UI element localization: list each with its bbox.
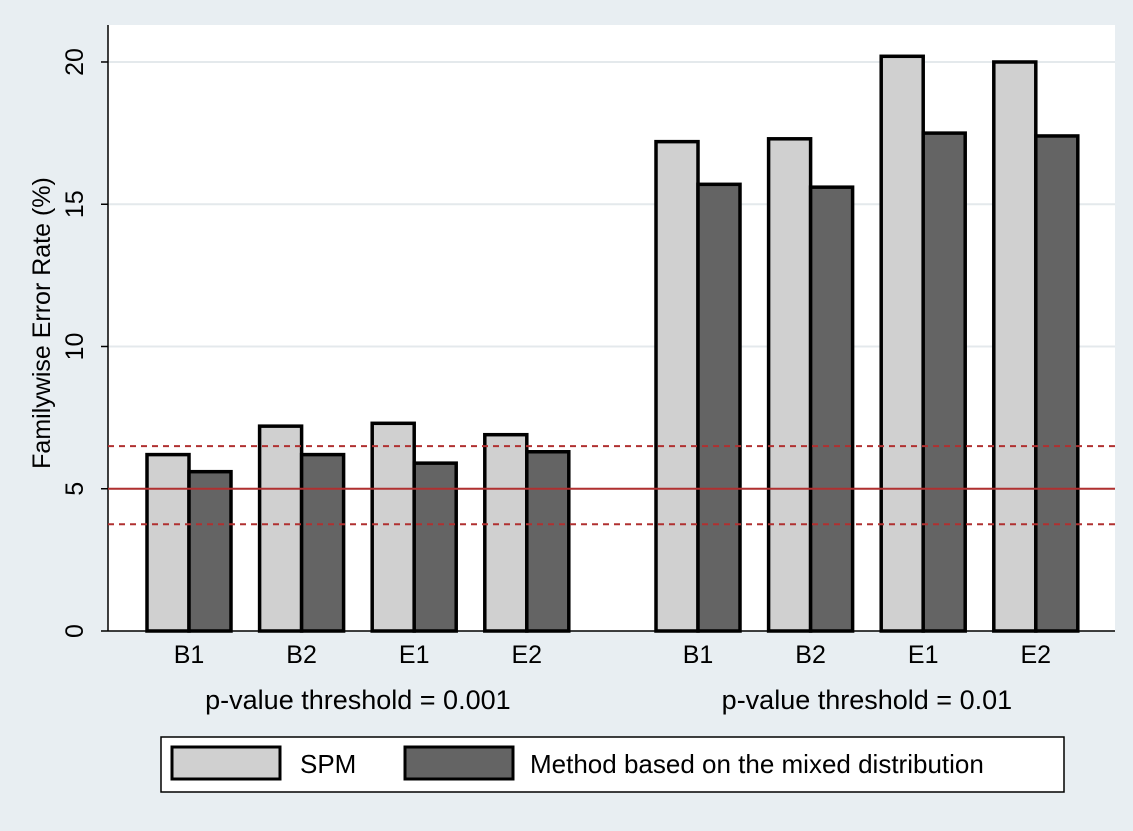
- legend-swatch-mixed: [403, 745, 515, 781]
- bar-spm: [370, 421, 416, 633]
- legend-box: [160, 736, 1065, 793]
- category-label: E1: [908, 641, 939, 669]
- category-label: B2: [286, 641, 317, 669]
- category-label: B1: [174, 641, 205, 669]
- y-tick-label: 20: [61, 48, 89, 76]
- bar-mixed: [412, 461, 458, 633]
- bar-spm: [654, 139, 700, 633]
- y-tick-label: 5: [61, 482, 89, 496]
- bar-mixed: [696, 182, 742, 633]
- legend-swatch-spm: [170, 745, 282, 781]
- bar-spm: [257, 424, 304, 633]
- bar-mixed: [921, 131, 967, 633]
- category-label: E2: [512, 641, 543, 669]
- legend-label: SPM: [300, 749, 356, 779]
- category-label: E1: [399, 641, 430, 669]
- y-tick-label: 10: [61, 333, 89, 361]
- category-label: E2: [1021, 641, 1052, 669]
- bar-spm: [766, 137, 813, 633]
- bar-mixed: [808, 185, 855, 633]
- y-tick-label: 0: [61, 624, 89, 638]
- bar-mixed: [187, 469, 233, 633]
- bar-mixed: [1034, 134, 1080, 633]
- bar-spm: [483, 432, 529, 633]
- bar-spm: [992, 60, 1038, 633]
- y-axis-title: Familywise Error Rate (%): [28, 177, 56, 469]
- legend-label: Method based on the mixed distribution: [530, 749, 984, 779]
- category-label: B1: [683, 641, 714, 669]
- bar-mixed: [525, 450, 571, 633]
- bar-mixed: [299, 452, 346, 633]
- category-label: B2: [795, 641, 826, 669]
- group-label: p-value threshold = 0.01: [722, 685, 1012, 715]
- group-label: p-value threshold = 0.001: [205, 685, 510, 715]
- bar-spm: [145, 452, 191, 633]
- y-tick-label: 15: [61, 190, 89, 218]
- bar-spm: [879, 54, 925, 633]
